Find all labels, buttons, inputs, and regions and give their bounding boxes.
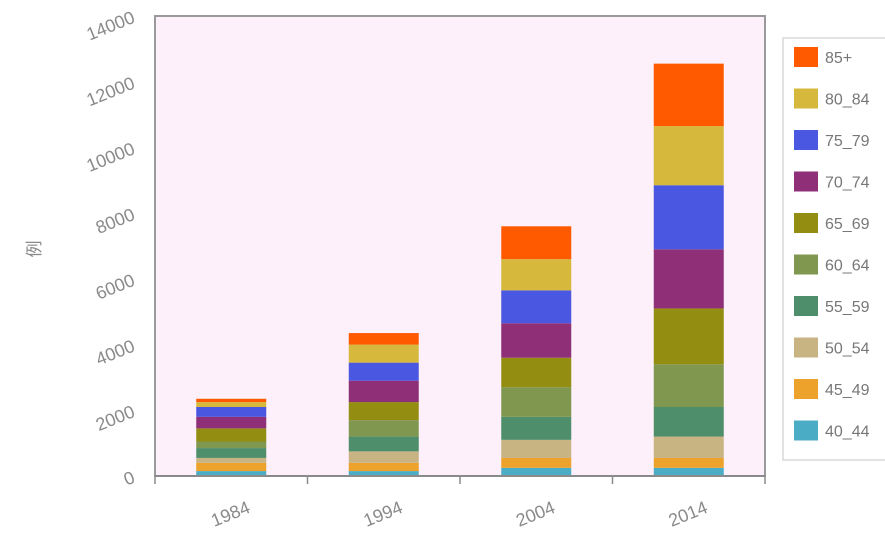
bar-segment-1984-65_69: [196, 428, 267, 442]
legend: 85+ 80_84 75_79 70_74 65_69 60_64 55_59 50_54 45…: [782, 37, 885, 461]
bar-segment-1994-80_84: [348, 344, 419, 363]
bar-segment-1984-50_54: [196, 457, 267, 463]
legend-swatch: [794, 130, 818, 150]
bar-segment-1984-70_74: [196, 416, 267, 429]
bar-segment-1994-50_54: [348, 451, 419, 463]
bar-segment-1984-60_64: [196, 441, 267, 449]
legend-swatch: [794, 88, 818, 109]
legend-label: 70_74: [825, 175, 870, 192]
y-tick-label: 6000: [93, 270, 138, 304]
bar-segment-2004-80_84: [501, 259, 572, 291]
bar-segment-1994-75_79: [348, 362, 419, 381]
bar-segment-2004-45_49: [501, 457, 572, 468]
legend-label: 80_84: [825, 92, 870, 109]
bar-segment-1994-45_49: [348, 462, 419, 472]
legend-swatch: [794, 254, 818, 275]
legend-swatch: [794, 379, 818, 399]
legend-label: 65_69: [825, 216, 870, 233]
bar-segment-2014-55_59: [653, 407, 724, 437]
bar-segment-1994-55_59: [348, 436, 419, 452]
bar-segment-2004-75_79: [501, 290, 572, 324]
y-tick-label: 2000: [93, 401, 138, 435]
bar-segment-2014-50_54: [653, 436, 724, 458]
bar-segment-1984-55_59: [196, 448, 267, 458]
y-tick-label: 12000: [84, 73, 138, 110]
y-tick-label: 0: [121, 467, 138, 489]
bar-segment-2004-70_74: [501, 323, 572, 358]
bar-segment-1994-70_74: [348, 380, 419, 403]
y-axis-label: 例: [25, 241, 45, 258]
bar-segment-2004-55_59: [501, 416, 572, 440]
y-tick-label: 4000: [93, 336, 138, 370]
legend-swatch: [794, 337, 818, 358]
bar-segment-1994-65_69: [348, 402, 419, 421]
y-tick-label: 10000: [84, 139, 138, 176]
legend-swatch: [794, 47, 818, 67]
bar-segment-1984-40_44: [196, 471, 267, 476]
legend-label: 60_64: [825, 258, 870, 275]
legend-swatch: [794, 213, 818, 233]
bar-segment-2004-65_69: [501, 357, 572, 388]
x-tick-label: 1984: [208, 497, 253, 531]
bar-segment-1984-75_79: [196, 407, 267, 417]
y-tick-label: 8000: [93, 204, 138, 238]
x-tick-label: 1994: [361, 497, 406, 531]
y-axis-tick-labels: 0 2000 4000 6000 8000 10000 12000 14000: [84, 7, 138, 489]
bar-segment-2004-50_54: [501, 439, 572, 458]
bar-segment-2014-45_49: [653, 457, 724, 468]
bar-segment-1994-85+: [348, 333, 419, 345]
bar-segment-1984-85+: [196, 398, 267, 403]
legend-label: 75_79: [825, 133, 870, 150]
bar-segment-2014-75_79: [653, 185, 724, 250]
x-tick-label: 2004: [513, 497, 558, 531]
legend-label: 40_44: [825, 424, 870, 441]
legend-label: 50_54: [825, 341, 870, 358]
bar-segment-2014-70_74: [653, 249, 724, 309]
legend-label: 45_49: [825, 382, 870, 399]
bar-segment-2014-40_44: [653, 467, 724, 476]
bar-segment-2004-85+: [501, 226, 572, 260]
bar-segment-2004-60_64: [501, 387, 572, 417]
legend-swatch: [794, 171, 818, 192]
bar-segment-2004-40_44: [501, 467, 572, 476]
bar-segment-1984-80_84: [196, 402, 267, 407]
bar-segment-1984-45_49: [196, 462, 267, 472]
bar-segment-2014-80_84: [653, 126, 724, 186]
bar-segment-1994-60_64: [348, 420, 419, 437]
x-axis-ticks: [154, 476, 766, 484]
y-tick-label: 14000: [84, 7, 138, 44]
bars: [196, 63, 724, 476]
x-axis-tick-labels: 1984 1994 2004 2014: [208, 497, 710, 531]
bar-segment-1994-40_44: [348, 471, 419, 476]
legend-label: 85+: [825, 50, 852, 67]
bar-segment-2014-85+: [653, 63, 724, 127]
legend-swatch: [794, 420, 818, 441]
legend-swatch: [794, 296, 818, 316]
bar-segment-2014-60_64: [653, 364, 724, 407]
legend-label: 55_59: [825, 299, 870, 316]
bar-segment-2014-65_69: [653, 308, 724, 365]
x-tick-label: 2014: [666, 497, 711, 531]
